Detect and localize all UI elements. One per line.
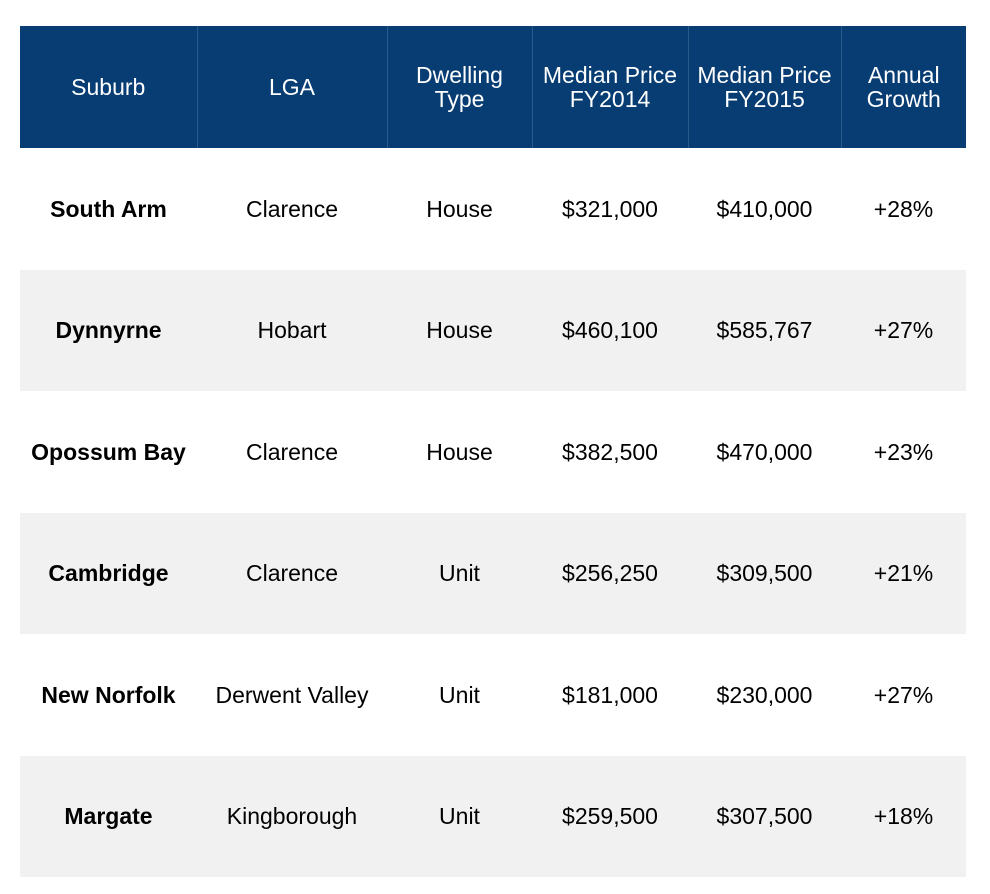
median-price-fy2014-cell: $382,500 xyxy=(532,391,688,513)
median-price-fy2015-cell: $230,000 xyxy=(688,634,841,756)
dwelling-type-cell: Unit xyxy=(387,512,532,634)
lga-cell: Clarence xyxy=(197,391,387,513)
table-row: New Norfolk Derwent Valley Unit $181,000… xyxy=(20,634,966,756)
suburb-cell: Cambridge xyxy=(20,512,197,634)
dwelling-type-cell: Unit xyxy=(387,755,532,877)
median-price-fy2015-cell: $309,500 xyxy=(688,512,841,634)
dwelling-type-cell: House xyxy=(387,391,532,513)
lga-cell: Clarence xyxy=(197,148,387,270)
dwelling-type-cell: House xyxy=(387,269,532,391)
annual-growth-cell: +18% xyxy=(841,755,966,877)
median-price-fy2014-cell: $460,100 xyxy=(532,269,688,391)
column-header-median-price-fy2015: Median Price FY2015 xyxy=(687,26,841,148)
lga-cell: Hobart xyxy=(197,269,387,391)
median-price-fy2015-cell: $585,767 xyxy=(688,269,841,391)
table-header: Suburb LGA Dwelling Type Median Price FY… xyxy=(20,26,966,148)
annual-growth-cell: +23% xyxy=(841,391,966,513)
annual-growth-cell: +27% xyxy=(841,269,966,391)
median-price-fy2015-cell: $470,000 xyxy=(688,391,841,513)
table-row: South Arm Clarence House $321,000 $410,0… xyxy=(20,148,966,270)
column-header-median-price-fy2014: Median Price FY2014 xyxy=(531,26,688,148)
table-row: Cambridge Clarence Unit $256,250 $309,50… xyxy=(20,512,966,634)
median-price-table-container: Suburb LGA Dwelling Type Median Price FY… xyxy=(20,26,966,877)
dwelling-type-cell: House xyxy=(387,148,532,270)
table-body: South Arm Clarence House $321,000 $410,0… xyxy=(20,148,966,877)
median-price-table: Suburb LGA Dwelling Type Median Price FY… xyxy=(20,26,966,877)
header-row: Suburb LGA Dwelling Type Median Price FY… xyxy=(20,26,966,148)
suburb-cell: South Arm xyxy=(20,148,197,270)
column-header-dwelling-type: Dwelling Type xyxy=(386,26,532,148)
table-row: Opossum Bay Clarence House $382,500 $470… xyxy=(20,391,966,513)
median-price-fy2014-cell: $259,500 xyxy=(532,755,688,877)
median-price-fy2015-cell: $307,500 xyxy=(688,755,841,877)
column-header-annual-growth: Annual Growth xyxy=(840,26,966,148)
column-header-lga: LGA xyxy=(196,26,387,148)
suburb-cell: Dynnyrne xyxy=(20,269,197,391)
suburb-cell: Margate xyxy=(20,755,197,877)
annual-growth-cell: +21% xyxy=(841,512,966,634)
median-price-fy2014-cell: $181,000 xyxy=(532,634,688,756)
table-row: Margate Kingborough Unit $259,500 $307,5… xyxy=(20,755,966,877)
median-price-fy2014-cell: $321,000 xyxy=(532,148,688,270)
median-price-fy2015-cell: $410,000 xyxy=(688,148,841,270)
column-header-suburb: Suburb xyxy=(20,26,197,148)
lga-cell: Derwent Valley xyxy=(197,634,387,756)
table-row: Dynnyrne Hobart House $460,100 $585,767 … xyxy=(20,269,966,391)
lga-cell: Clarence xyxy=(197,512,387,634)
annual-growth-cell: +27% xyxy=(841,634,966,756)
suburb-cell: Opossum Bay xyxy=(20,391,197,513)
annual-growth-cell: +28% xyxy=(841,148,966,270)
median-price-fy2014-cell: $256,250 xyxy=(532,512,688,634)
lga-cell: Kingborough xyxy=(197,755,387,877)
suburb-cell: New Norfolk xyxy=(20,634,197,756)
dwelling-type-cell: Unit xyxy=(387,634,532,756)
